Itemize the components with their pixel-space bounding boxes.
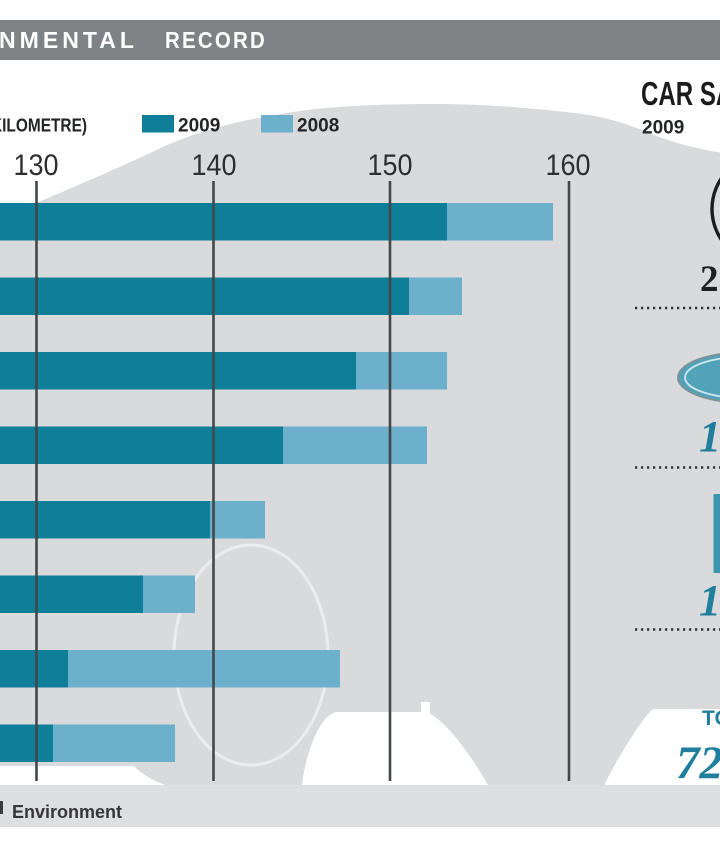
- svg-text:2009: 2009: [642, 118, 684, 139]
- svg-text:130: 130: [14, 149, 59, 182]
- svg-text:Environment: Environment: [12, 802, 122, 822]
- svg-text:15: 15: [699, 412, 720, 461]
- svg-text:12: 12: [699, 576, 720, 625]
- svg-text:KILOMETRE): KILOMETRE): [0, 115, 87, 136]
- svg-text:2008: 2008: [297, 116, 339, 137]
- svg-text:23: 23: [700, 259, 720, 300]
- svg-text:140: 140: [192, 149, 237, 182]
- svg-text:150: 150: [368, 149, 413, 182]
- svg-text:160: 160: [546, 149, 591, 182]
- svg-text:TO: TO: [702, 707, 720, 730]
- svg-text:2009: 2009: [178, 116, 220, 137]
- svg-text:CAR SALE: CAR SALE: [641, 75, 720, 112]
- svg-text:724: 724: [676, 737, 720, 789]
- svg-text:NMENTAL: NMENTAL: [0, 27, 138, 53]
- svg-text:RECORD: RECORD: [165, 27, 267, 53]
